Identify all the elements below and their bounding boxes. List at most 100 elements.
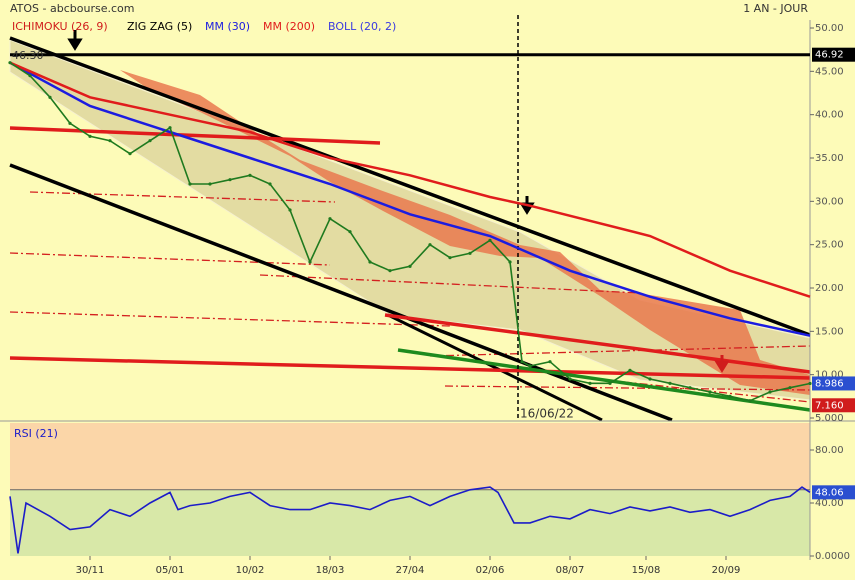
- price-point: [328, 217, 332, 221]
- high-label: 46.30: [12, 49, 44, 62]
- price-point: [648, 377, 652, 381]
- support-line: [397, 348, 811, 412]
- level-label: 46.92: [815, 50, 844, 61]
- legend-entry: BOLL (20, 2): [328, 20, 396, 33]
- price-point: [448, 256, 452, 260]
- x-tick-label: 15/08: [632, 565, 661, 576]
- x-tick-label: 20/09: [712, 565, 741, 576]
- trend-lines: [9, 36, 811, 422]
- legend-entry: ZIG ZAG (5): [127, 20, 192, 33]
- price-point: [428, 243, 432, 247]
- x-tick-label: 18/03: [316, 565, 345, 576]
- x-tick-label: 10/02: [236, 565, 265, 576]
- dash-line: [9, 311, 451, 327]
- ma-line: [9, 61, 811, 298]
- price-point: [728, 394, 732, 398]
- level-box: [812, 47, 855, 62]
- y-tick-label: 40.00: [815, 110, 844, 121]
- price-point: [28, 74, 32, 78]
- y-tick-label: 0.0000: [815, 551, 850, 562]
- price-line: [9, 62, 811, 402]
- rsi-low-zone: [10, 489, 810, 556]
- y-tick-label: 15.00: [815, 326, 844, 337]
- price-point: [168, 126, 172, 130]
- trend-line: [9, 356, 811, 380]
- dash-line: [9, 252, 331, 266]
- price-point: [528, 364, 532, 368]
- y-tick-label: 20.00: [815, 283, 844, 294]
- price-point: [88, 134, 92, 138]
- price-point: [588, 381, 592, 385]
- y-tick-label: 35.00: [815, 153, 844, 164]
- price-point: [408, 264, 412, 268]
- rsi-title: RSI (21): [14, 427, 58, 440]
- price-point: [568, 377, 572, 381]
- price-point: [688, 386, 692, 390]
- x-tick-label: 08/07: [556, 565, 585, 576]
- price-point: [248, 173, 252, 177]
- last-value-label: 8.986: [815, 378, 844, 389]
- price-point: [548, 360, 552, 364]
- price-point: [468, 251, 472, 255]
- dash-line: [429, 345, 811, 357]
- price-line: [9, 486, 811, 554]
- price-point: [368, 260, 372, 264]
- chart-title: ATOS - abcbourse.com: [10, 2, 134, 15]
- dash-line: [559, 374, 811, 403]
- ichimoku-cloud: [120, 70, 810, 395]
- last-value-box: [812, 485, 855, 500]
- legend-entry: ICHIMOKU (26, 9): [12, 20, 108, 33]
- price-point: [608, 381, 612, 385]
- price-point: [488, 238, 492, 242]
- legend-entry: MM (30): [205, 20, 250, 33]
- price-point: [768, 390, 772, 394]
- price-point: [268, 182, 272, 186]
- legend-entry: MM (200): [263, 20, 315, 33]
- event-label: 16/06/22: [520, 407, 574, 421]
- y-tick-label: 40.00: [815, 498, 844, 509]
- y-tick-label: 50.00: [815, 23, 844, 34]
- last-value-box: [812, 376, 855, 391]
- arrow: [714, 355, 730, 373]
- price-point: [388, 269, 392, 273]
- price-point: [208, 182, 212, 186]
- channel-line: [9, 36, 811, 337]
- price-point: [128, 152, 132, 156]
- arrow: [67, 30, 83, 51]
- support-label: 7.160: [815, 400, 844, 411]
- x-tick-label: 02/06: [476, 565, 505, 576]
- x-tick-label: 30/11: [76, 565, 105, 576]
- period-label: 1 AN - JOUR: [743, 2, 808, 15]
- price-point: [108, 139, 112, 143]
- price-point: [748, 399, 752, 403]
- price-point: [808, 381, 812, 386]
- price-point: [508, 260, 512, 264]
- trend-line: [9, 126, 381, 145]
- support-box: [812, 398, 855, 413]
- y-tick-label: 10.00: [815, 370, 844, 381]
- price-point: [628, 368, 632, 372]
- y-tick-label: 45.00: [815, 66, 844, 77]
- price-point: [188, 182, 192, 186]
- ma-line: [9, 61, 811, 337]
- x-tick-label: 05/01: [156, 565, 185, 576]
- y-tick-label: 80.00: [815, 445, 844, 456]
- price-point: [708, 390, 712, 394]
- last-value-label: 48.06: [815, 487, 844, 498]
- y-tick-label: 5.000: [815, 413, 844, 424]
- price-point: [288, 208, 292, 212]
- channel-line: [387, 313, 603, 422]
- price-point: [668, 381, 672, 385]
- dash-line: [444, 385, 811, 391]
- price-point: [48, 95, 52, 99]
- y-tick-label: 25.00: [815, 240, 844, 251]
- price-point: [308, 260, 312, 264]
- trend-line: [384, 313, 811, 374]
- price-point: [8, 61, 12, 65]
- x-tick-label: 27/04: [396, 565, 425, 576]
- price-point: [520, 360, 524, 364]
- price-point: [228, 178, 232, 182]
- y-tick-label: 30.00: [815, 196, 844, 207]
- channel-line: [9, 163, 673, 422]
